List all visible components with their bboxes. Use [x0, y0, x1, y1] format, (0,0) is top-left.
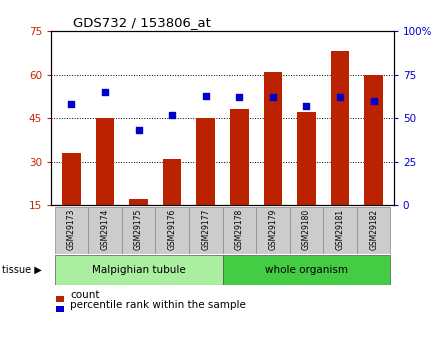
Bar [364, 75, 383, 205]
Bar [122, 207, 155, 254]
Text: percentile rank within the sample: percentile rank within the sample [70, 300, 246, 310]
Text: GSM29182: GSM29182 [369, 209, 378, 250]
Text: GSM29179: GSM29179 [268, 209, 277, 250]
Text: count: count [70, 290, 100, 300]
Bar [55, 207, 88, 254]
Bar [62, 153, 81, 205]
Bar [222, 207, 256, 254]
Bar [323, 207, 357, 254]
Point [269, 95, 276, 100]
Point [135, 128, 142, 133]
Bar [163, 159, 182, 205]
Bar [55, 255, 222, 285]
Text: GSM29176: GSM29176 [168, 209, 177, 250]
Bar [297, 112, 316, 205]
Point [370, 98, 377, 104]
Bar [357, 207, 390, 254]
Text: GSM29181: GSM29181 [336, 209, 344, 250]
Text: GSM29174: GSM29174 [101, 209, 109, 250]
Text: tissue ▶: tissue ▶ [2, 265, 42, 275]
Bar [263, 72, 282, 205]
Text: Malpighian tubule: Malpighian tubule [92, 265, 186, 275]
Bar [129, 199, 148, 205]
Text: GSM29178: GSM29178 [235, 209, 244, 250]
Bar [222, 255, 390, 285]
Bar [88, 207, 122, 254]
Point [202, 93, 209, 98]
Text: whole organism: whole organism [265, 265, 348, 275]
Bar [155, 207, 189, 254]
Bar [189, 207, 222, 254]
Text: GSM29177: GSM29177 [201, 209, 210, 250]
Point [236, 95, 243, 100]
Bar [331, 51, 349, 205]
Text: GSM29175: GSM29175 [134, 209, 143, 250]
Text: GSM29180: GSM29180 [302, 209, 311, 250]
Text: GSM29173: GSM29173 [67, 209, 76, 250]
Text: GDS732 / 153806_at: GDS732 / 153806_at [73, 16, 211, 29]
Point [68, 101, 75, 107]
Bar [290, 207, 323, 254]
Bar [256, 207, 290, 254]
Point [336, 95, 344, 100]
Point [101, 89, 109, 95]
Bar [196, 118, 215, 205]
Point [303, 103, 310, 109]
Bar [96, 118, 114, 205]
Point [169, 112, 176, 117]
Bar [230, 109, 249, 205]
